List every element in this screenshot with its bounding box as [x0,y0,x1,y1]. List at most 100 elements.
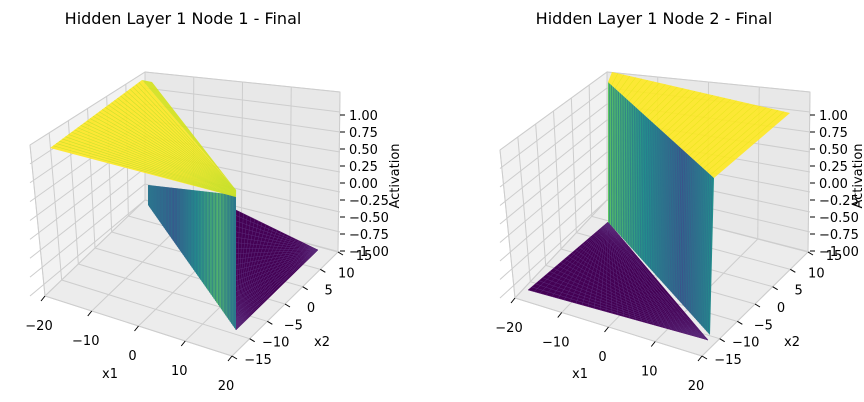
y-tick-label: −5 [754,318,773,333]
mesh-line [621,77,636,95]
mesh-line [593,234,709,341]
mesh-line [611,73,619,86]
mesh-line [628,101,630,245]
mesh-line [701,169,706,326]
mesh-line [564,258,709,341]
grid-line [570,97,577,233]
mesh-line [667,95,714,137]
mesh-line [235,249,319,293]
mesh-line [607,221,697,337]
grid-line [337,91,341,253]
y-tick-mark [320,268,326,273]
mesh-line [625,78,642,99]
z-axis-label: Activation [851,143,864,208]
mesh-line [670,141,674,292]
z-tick-label: 0.75 [819,126,848,141]
mesh-line [607,221,661,327]
y-tick-mark [337,251,344,256]
x-tick-label: −10 [542,336,569,351]
grid-line [499,135,608,225]
grid-line [499,149,516,299]
mesh-line [589,237,709,341]
x-tick-mark [40,295,46,302]
mesh-line [138,82,237,191]
surface-mesh [235,211,319,331]
x-axis-label: x1 [102,367,118,382]
z-tick-label: 0.00 [349,177,378,192]
mesh-line [235,249,319,314]
mesh-line [692,104,755,160]
mesh-line [80,125,237,195]
mesh-line [549,271,709,341]
mesh-line [533,221,609,292]
mesh-line [542,277,709,341]
mesh-line [92,116,237,194]
z-tick-label: −0.75 [819,228,859,243]
mesh-line [235,228,274,331]
surface-mesh-high [52,82,237,198]
mesh-line [621,94,623,238]
z-tick-label: 0.25 [349,160,378,175]
mesh-line [646,118,650,266]
x-axis-ticks: −20 −10 0 10 20 [495,297,704,394]
x-axis-label: x1 [572,367,588,382]
mesh-line [604,224,709,341]
z-tick-label: 0.50 [819,143,848,158]
mesh-line [685,101,743,153]
mesh-line [531,286,709,341]
mesh-line [663,134,667,285]
mesh-line [546,274,709,341]
mesh-line [696,165,701,320]
x-tick-label: 20 [218,379,235,394]
surface-high-fold [142,80,236,190]
mesh-line [706,110,779,172]
mesh-line [235,242,319,251]
mesh-line [629,102,632,247]
mesh-line [622,96,625,239]
mesh-line [235,237,293,331]
grid-line [499,151,608,243]
y-tick-label: 10 [808,266,825,281]
mesh-line [607,221,643,322]
surface-wall-stripes [149,185,235,328]
y-axis-label: x2 [314,335,330,350]
y-tick-mark [302,286,308,291]
grid-line [241,81,243,227]
y-tick-mark [772,286,778,291]
mesh-line [702,171,708,328]
mesh-line [235,249,319,320]
mesh-line [653,89,690,124]
mesh-line [707,176,713,334]
grid-line [499,199,608,299]
mesh-line [697,166,703,322]
mesh-line [86,120,237,195]
surface-high-region [608,72,790,178]
mesh-line [680,150,685,303]
grid-line [499,167,608,262]
y-tick-mark [790,268,796,273]
mesh-line [626,99,628,243]
y-tick-label: 15 [356,249,373,264]
mesh-line [694,163,699,319]
mesh-line [235,237,319,251]
mesh-line [105,106,237,194]
z-tick-label: −0.75 [349,228,389,243]
mesh-line [636,109,639,255]
grid-line [535,123,547,266]
mesh-line [235,249,319,282]
y-tick-mark [249,338,255,343]
mesh-line [235,226,270,331]
z-tick-label: 1.00 [349,109,378,124]
z-tick-label: 0.75 [349,126,378,141]
mesh-line [664,93,708,134]
mesh-line [655,126,658,275]
mesh-line [553,268,709,341]
grid-line [29,199,146,297]
grid-line [588,84,593,217]
chart-title: Hidden Layer 1 Node 2 - Final [536,9,773,28]
mesh-line [586,240,709,341]
mesh-line [135,84,237,191]
y-tick-label: 0 [777,301,785,316]
mesh-line [235,217,252,331]
z-tick-label: 0.50 [349,143,378,158]
